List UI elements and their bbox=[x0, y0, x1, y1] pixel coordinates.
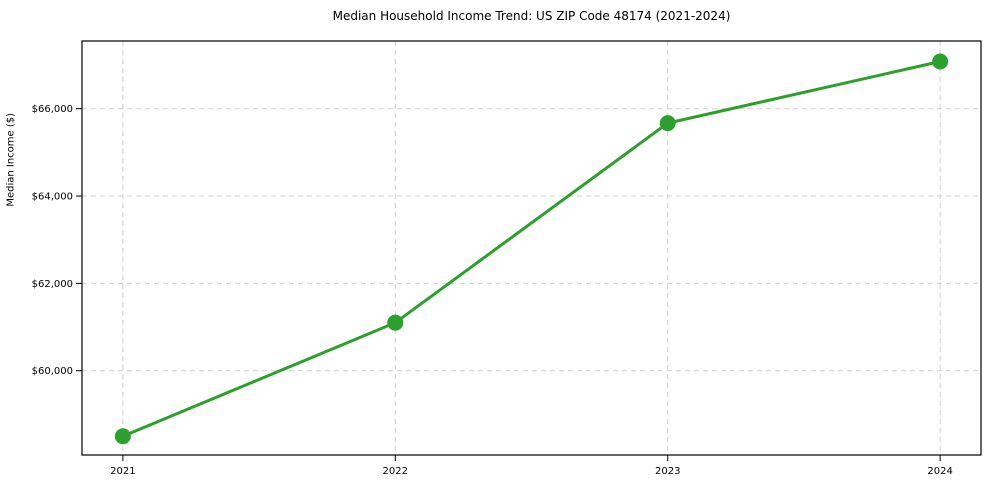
x-tick-label: 2023 bbox=[655, 466, 680, 477]
chart-title: Median Household Income Trend: US ZIP Co… bbox=[332, 9, 731, 23]
x-tick-label: 2022 bbox=[383, 466, 408, 477]
data-point-marker bbox=[387, 314, 404, 331]
data-point-marker bbox=[114, 428, 131, 445]
axes-spines bbox=[81, 40, 982, 456]
y-tick-label: $66,000 bbox=[32, 104, 73, 115]
trend-line bbox=[121, 60, 942, 438]
y-tick-label: $62,000 bbox=[32, 279, 73, 290]
x-tick-label: 2024 bbox=[927, 466, 952, 477]
y-axis-label: Median Income ($) bbox=[5, 112, 17, 207]
data-point-marker bbox=[932, 53, 949, 70]
data-point-marker bbox=[659, 115, 676, 132]
y-tick-label: $60,000 bbox=[32, 366, 73, 377]
x-tick-label: 2021 bbox=[110, 466, 135, 477]
y-tick-label: $64,000 bbox=[32, 192, 73, 203]
